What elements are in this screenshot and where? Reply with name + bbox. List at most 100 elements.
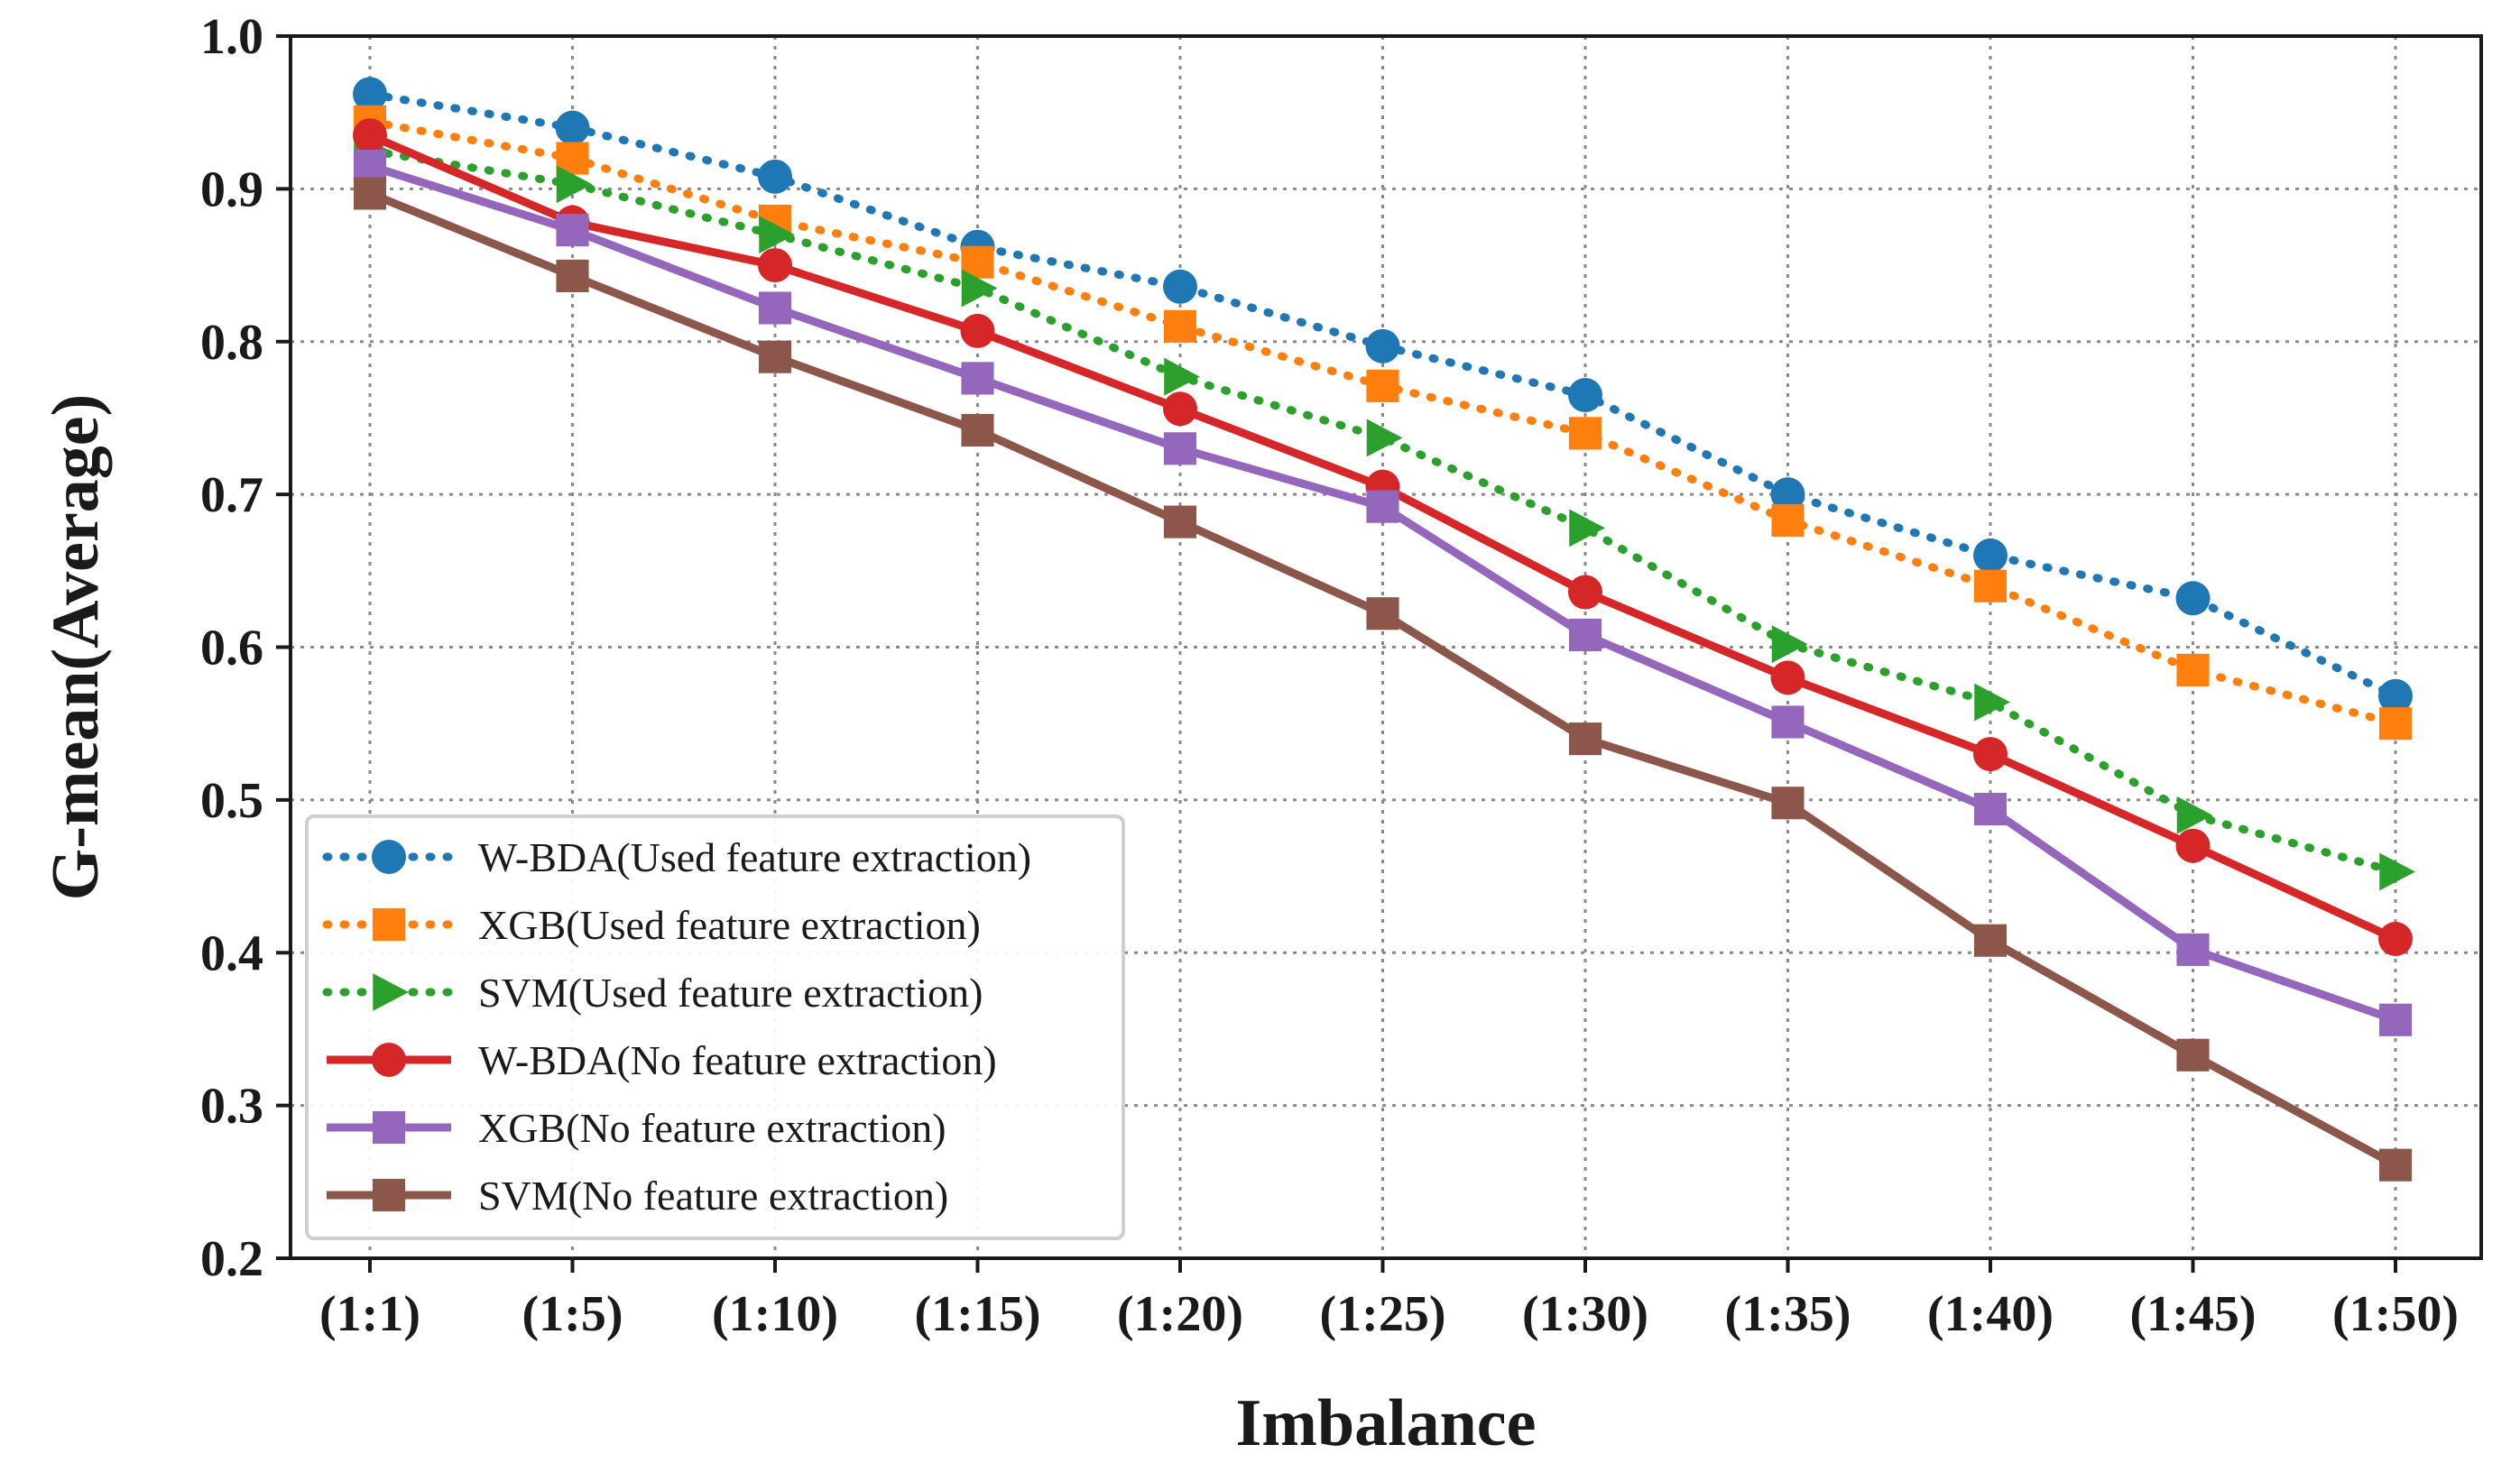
data-point bbox=[1163, 432, 1197, 465]
x-tick-label: (1:35) bbox=[1725, 1286, 1851, 1342]
data-point bbox=[1973, 737, 2008, 772]
data-point bbox=[353, 118, 387, 153]
data-point bbox=[960, 313, 995, 348]
data-point bbox=[1365, 328, 1400, 363]
data-point bbox=[1771, 625, 1808, 664]
legend-label: SVM(No feature extraction) bbox=[478, 1173, 948, 1219]
data-point bbox=[2378, 922, 2413, 957]
data-point bbox=[1771, 787, 1805, 820]
legend-item-4: W-BDA(No feature extraction) bbox=[327, 1037, 997, 1083]
y-tick-label: 0.2 bbox=[200, 1231, 263, 1287]
data-point bbox=[1770, 660, 1805, 695]
data-point bbox=[556, 214, 589, 247]
data-point bbox=[1973, 792, 2008, 826]
data-point bbox=[961, 269, 998, 308]
series-line bbox=[365, 146, 2400, 876]
legend-label: SVM(Used feature extraction) bbox=[478, 970, 983, 1016]
x-tick-label: (1:15) bbox=[915, 1286, 1041, 1342]
data-point bbox=[1569, 509, 1605, 547]
data-point bbox=[556, 165, 593, 204]
data-point bbox=[1163, 505, 1197, 538]
series-5 bbox=[353, 149, 2413, 1036]
data-point bbox=[2176, 933, 2210, 966]
x-tick-label: (1:45) bbox=[2130, 1286, 2257, 1342]
data-point bbox=[1568, 417, 1602, 450]
data-point bbox=[1164, 357, 1200, 396]
data-point bbox=[1163, 269, 1197, 304]
data-point bbox=[2175, 581, 2211, 616]
series-1 bbox=[353, 77, 2413, 713]
data-point bbox=[353, 77, 387, 112]
legend-label: W-BDA(No feature extraction) bbox=[478, 1037, 997, 1083]
legend-label: XGB(No feature extraction) bbox=[478, 1105, 946, 1151]
data-point bbox=[1366, 369, 1399, 402]
data-point bbox=[1771, 705, 1805, 739]
data-point bbox=[353, 149, 387, 183]
x-tick-label: (1:40) bbox=[1927, 1286, 2054, 1342]
data-point bbox=[1973, 569, 2008, 603]
y-tick-label: 0.6 bbox=[200, 621, 263, 676]
x-tick-label: (1:5) bbox=[522, 1286, 623, 1342]
data-point bbox=[1366, 419, 1403, 457]
data-point bbox=[2176, 1038, 2210, 1072]
data-point bbox=[1568, 575, 1602, 610]
x-tick-label: (1:30) bbox=[1522, 1286, 1648, 1342]
series-layer bbox=[353, 77, 2415, 1182]
data-point bbox=[759, 216, 795, 254]
data-point bbox=[758, 248, 792, 283]
y-tick-label: 0.5 bbox=[200, 773, 263, 829]
data-point bbox=[556, 259, 589, 292]
data-point bbox=[1163, 309, 1197, 343]
legend-label: W-BDA(Used feature extraction) bbox=[478, 834, 1031, 880]
data-point bbox=[1366, 597, 1399, 630]
data-point bbox=[2175, 828, 2211, 863]
y-tick-label: 0.3 bbox=[200, 1079, 263, 1135]
legend-box bbox=[305, 814, 1125, 1240]
legend-marker bbox=[372, 1043, 406, 1077]
data-point bbox=[2379, 852, 2415, 891]
x-tick-label: (1:25) bbox=[1320, 1286, 1446, 1342]
x-axis-label: Imbalance bbox=[1236, 1386, 1537, 1460]
data-point bbox=[1974, 683, 2010, 722]
series-6 bbox=[353, 177, 2413, 1182]
data-point bbox=[1366, 490, 1399, 523]
data-point bbox=[1771, 503, 1805, 537]
y-axis-label: G-mean(Average) bbox=[39, 394, 113, 901]
legend-item-6: SVM(No feature extraction) bbox=[327, 1173, 948, 1219]
legend-item-2: XGB(Used feature extraction) bbox=[322, 902, 981, 948]
data-point bbox=[1163, 391, 1197, 427]
y-tick-label: 0.7 bbox=[200, 467, 263, 523]
data-point bbox=[1973, 924, 2008, 957]
legend: W-BDA(Used feature extraction) XGB(Used f… bbox=[305, 814, 1125, 1240]
data-point bbox=[961, 413, 994, 447]
x-tick-label: (1:20) bbox=[1117, 1286, 1243, 1342]
data-point bbox=[961, 362, 994, 395]
legend-item-3: SVM(Used feature extraction) bbox=[322, 970, 983, 1016]
series-2 bbox=[353, 105, 2413, 741]
legend-item-5: XGB(No feature extraction) bbox=[327, 1105, 946, 1151]
legend-marker bbox=[373, 973, 409, 1011]
data-point bbox=[1770, 477, 1805, 512]
data-point bbox=[2176, 653, 2210, 686]
x-tick-label: (1:10) bbox=[712, 1286, 838, 1342]
data-point bbox=[758, 340, 792, 373]
data-point bbox=[758, 291, 792, 325]
legend-marker bbox=[372, 1178, 406, 1212]
data-point bbox=[1568, 378, 1602, 413]
data-point bbox=[1568, 618, 1602, 651]
data-point bbox=[1568, 722, 1602, 756]
legend-marker bbox=[372, 840, 406, 874]
data-point bbox=[2176, 796, 2213, 834]
data-point bbox=[2378, 678, 2413, 713]
y-tick-label: 0.4 bbox=[200, 925, 263, 981]
legend-marker bbox=[372, 907, 406, 942]
data-point bbox=[2378, 1003, 2413, 1036]
y-tick-label: 0.9 bbox=[200, 161, 263, 217]
data-point bbox=[2378, 707, 2413, 741]
x-tick-label: (1:1) bbox=[319, 1286, 420, 1342]
data-point bbox=[1973, 538, 2008, 573]
data-point bbox=[555, 110, 590, 145]
data-point bbox=[758, 159, 792, 194]
